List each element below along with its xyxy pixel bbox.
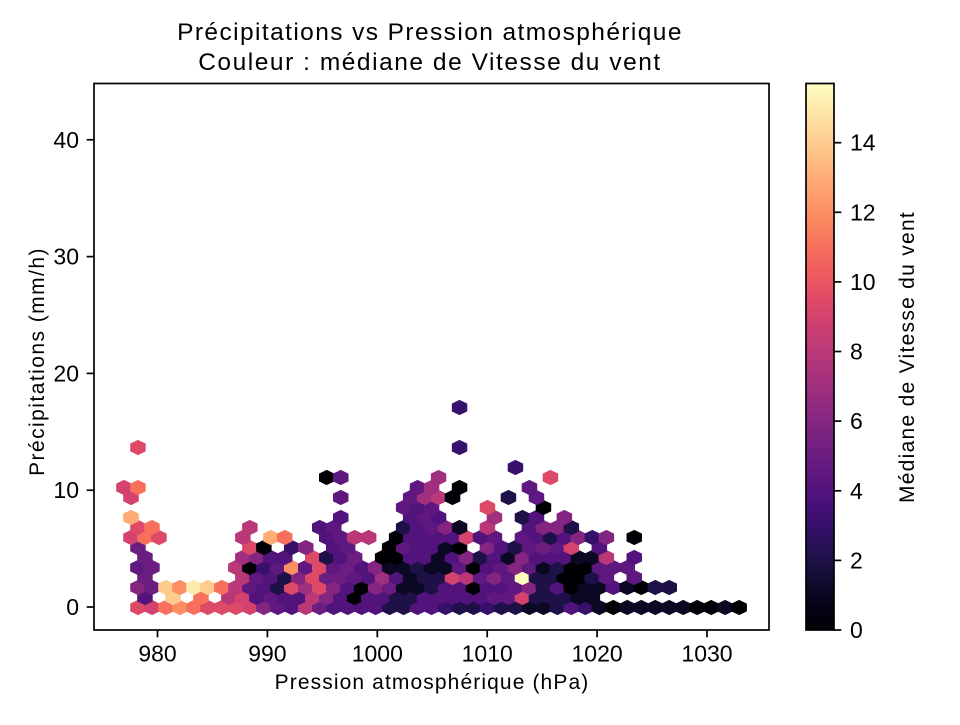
- svg-text:0: 0: [66, 594, 79, 620]
- svg-text:4: 4: [850, 478, 863, 504]
- svg-text:20: 20: [53, 360, 79, 386]
- svg-text:6: 6: [850, 408, 863, 434]
- svg-text:980: 980: [138, 641, 176, 667]
- svg-text:1000: 1000: [352, 641, 403, 667]
- svg-text:Couleur : médiane de Vitesse d: Couleur : médiane de Vitesse du vent: [198, 49, 662, 76]
- svg-text:Précipitations vs Pression atm: Précipitations vs Pression atmosphérique: [177, 19, 683, 46]
- svg-text:14: 14: [850, 130, 876, 156]
- svg-text:Pression atmosphérique (hPa): Pression atmosphérique (hPa): [275, 671, 590, 694]
- svg-text:Précipitations (mm/h): Précipitations (mm/h): [26, 247, 49, 476]
- svg-text:1010: 1010: [462, 641, 513, 667]
- svg-text:10: 10: [850, 269, 876, 295]
- svg-text:Médiane de Vitesse du vent: Médiane de Vitesse du vent: [896, 211, 919, 503]
- svg-text:990: 990: [248, 641, 286, 667]
- svg-text:1020: 1020: [572, 641, 623, 667]
- svg-text:1030: 1030: [681, 641, 732, 667]
- svg-text:40: 40: [53, 127, 79, 153]
- svg-text:10: 10: [53, 477, 79, 503]
- svg-text:2: 2: [850, 547, 863, 573]
- svg-text:30: 30: [53, 244, 79, 270]
- svg-text:8: 8: [850, 339, 863, 365]
- svg-text:0: 0: [850, 617, 863, 643]
- svg-text:12: 12: [850, 199, 876, 225]
